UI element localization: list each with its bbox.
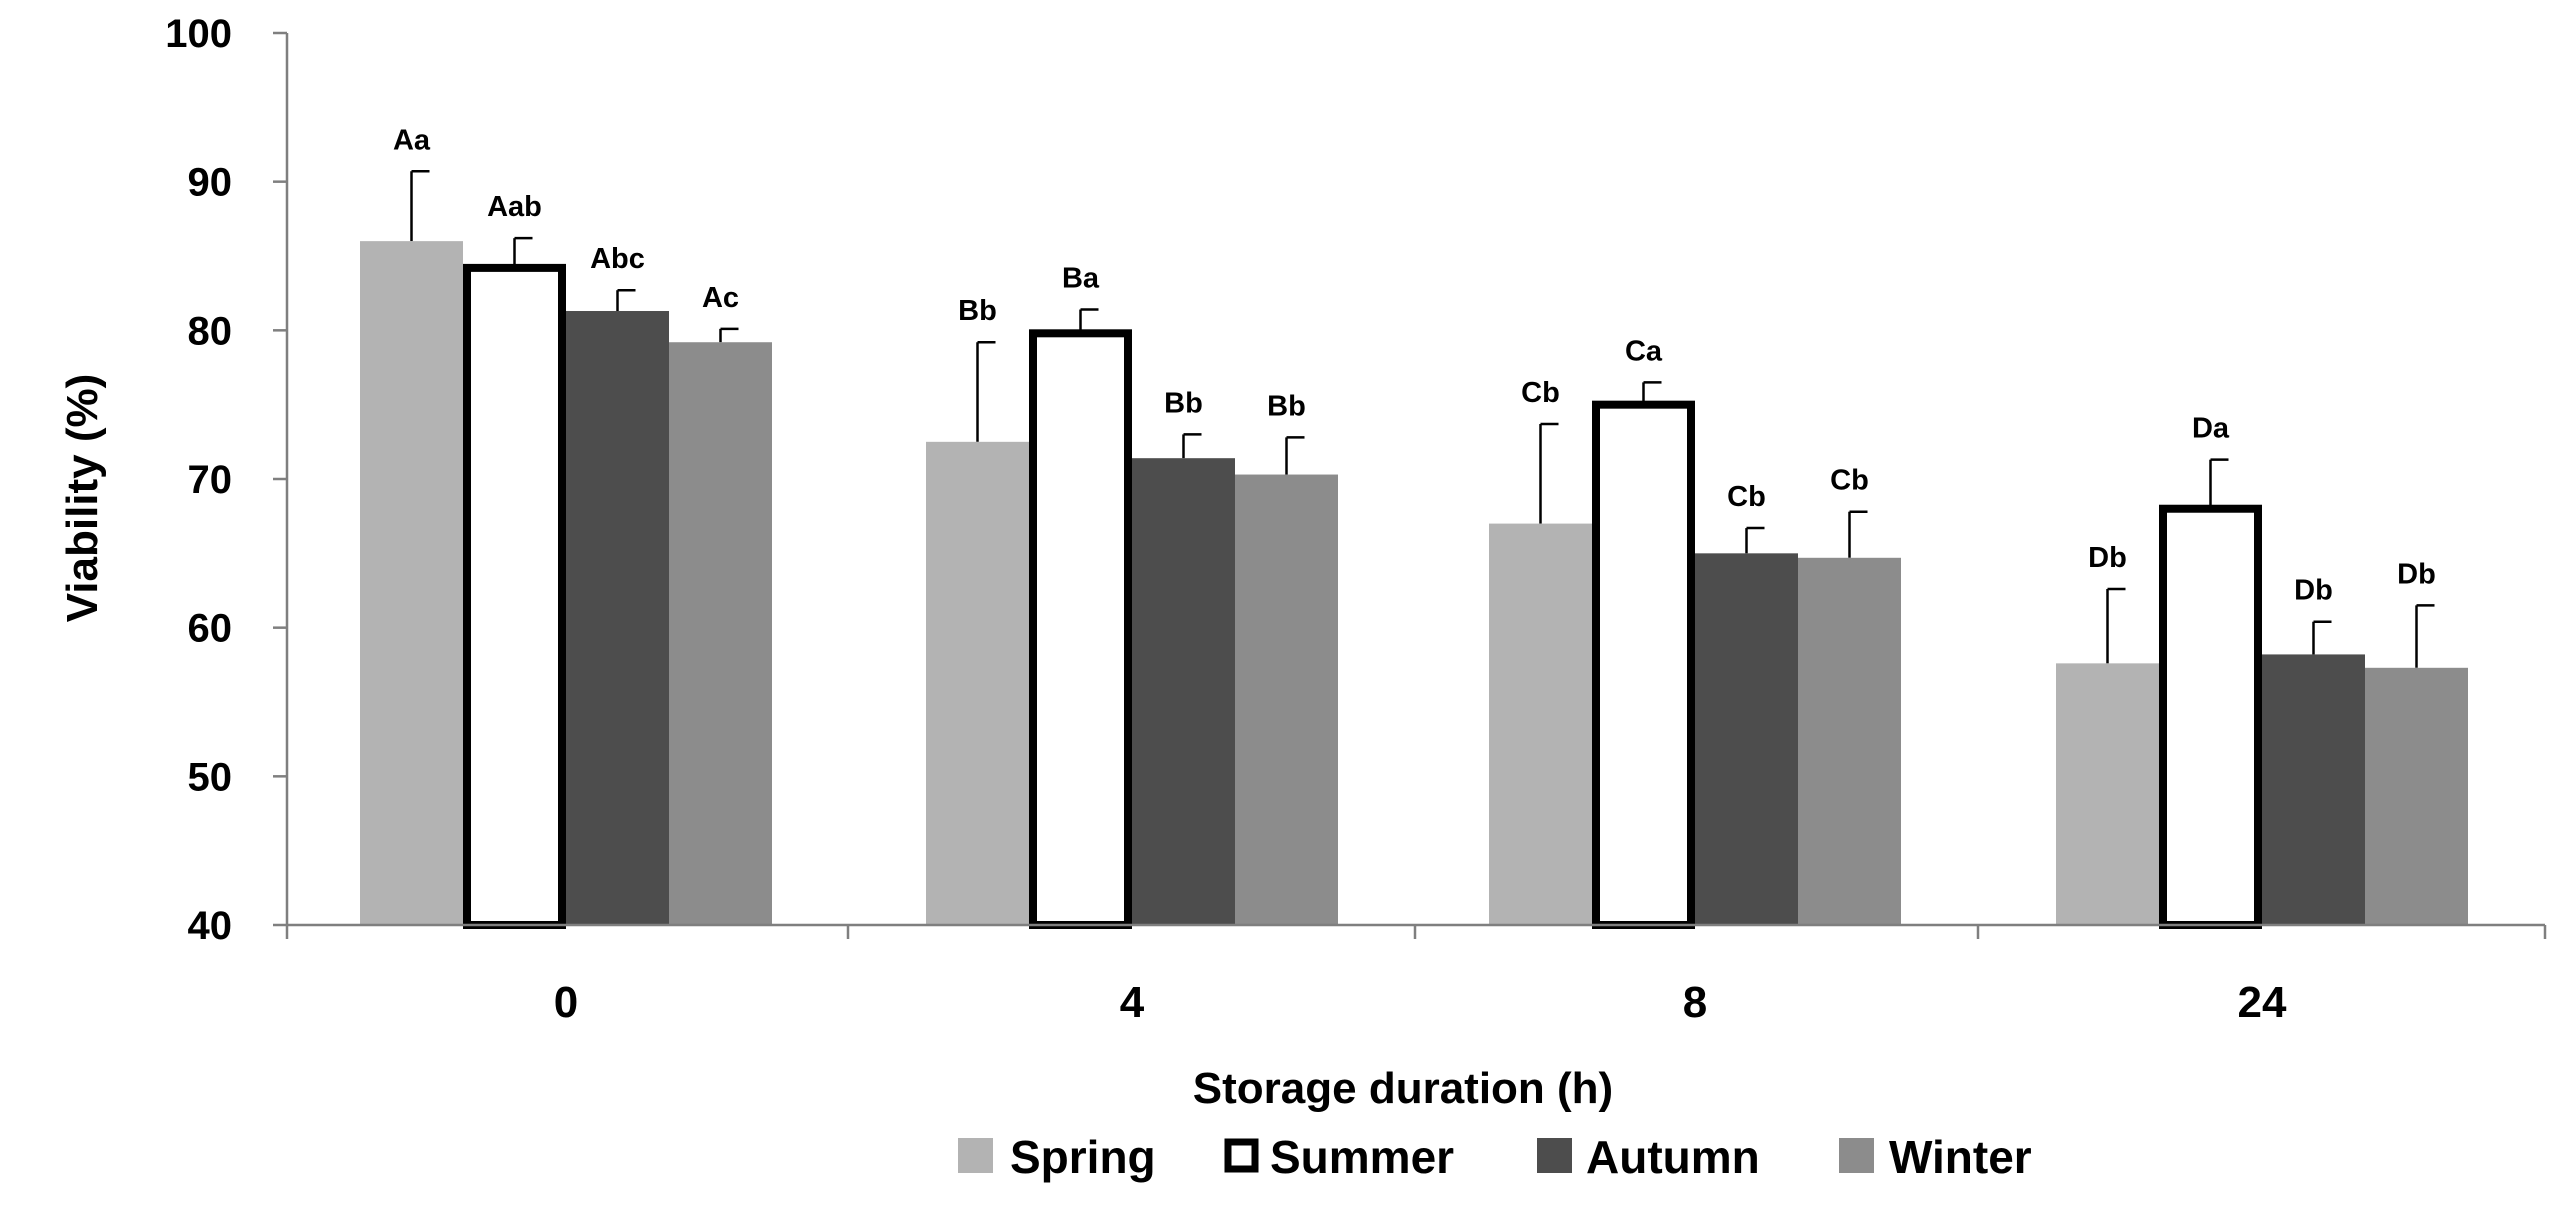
y-tick-label: 60 [188,607,233,651]
significance-label: Ca [1625,335,1663,367]
legend-item-spring: Spring [958,1131,1156,1183]
y-tick-label: 70 [188,458,233,502]
significance-label: Aab [487,191,542,223]
bar-spring [2056,663,2159,925]
significance-label: Ba [1062,263,1100,295]
legend-item-winter: Winter [1839,1131,2032,1183]
significance-label: Bb [1164,387,1203,419]
legend-label: Autumn [1586,1131,1760,1183]
bar-winter [1235,474,1338,925]
bar-autumn [1695,553,1798,925]
bar-autumn [566,311,669,925]
bar-summer [463,263,566,930]
y-axis-title: Viability (%) [58,374,107,623]
bar-autumn [2262,654,2365,925]
legend-label: Spring [1010,1131,1156,1183]
bar-summer [1592,400,1695,929]
bar-winter [2365,667,2468,925]
significance-label: Cb [1830,465,1869,497]
y-tick-label: 90 [188,161,233,205]
significance-label: Cb [1521,377,1560,409]
bar-winter [669,342,772,925]
legend-swatch [1224,1138,1259,1173]
significance-label: Db [2294,575,2333,607]
significance-label: Bb [1267,390,1306,422]
bar-autumn [1132,458,1235,925]
bars-layer [360,170,2468,930]
legend-label: Winter [1889,1131,2032,1183]
bar-spring [1489,523,1592,925]
significance-label: Abc [590,243,645,275]
y-tick-label: 50 [188,755,233,799]
legend-swatch [1537,1138,1572,1173]
bar-spring [360,241,463,926]
x-tick-label: 8 [1683,978,1707,1027]
legend-swatch [958,1138,993,1173]
bar-summer [2159,504,2262,929]
legend-swatch [1839,1138,1874,1173]
significance-label: Cb [1727,481,1766,513]
significance-label: Aa [393,124,431,156]
legend: Spring Summer Autumn Winter [958,1131,2032,1183]
legend-item-autumn: Autumn [1537,1131,1760,1183]
significance-label: Bb [958,295,997,327]
x-tick-label: 24 [2238,978,2287,1027]
axes-layer: 40 50 60 70 80 90 100 0 4 8 24 [165,12,2547,1027]
x-tick-label: 0 [554,978,578,1027]
labels-layer: Aa Bb Cb Db Aab Ba Ca Da Abc Bb Cb Db Ac Bb Cb Db [393,124,2436,606]
bar-winter [1798,557,1901,925]
legend-item-summer: Summer [1224,1131,1454,1183]
significance-label: Ac [702,282,739,314]
y-tick-label: 40 [188,904,233,948]
bar-summer [1029,329,1132,930]
legend-label: Summer [1270,1131,1454,1183]
y-tick-label: 100 [165,12,232,56]
significance-label: Db [2397,558,2436,590]
x-tick-label: 4 [1120,978,1145,1027]
x-axis-title: Storage duration (h) [1193,1064,1613,1113]
y-tick-label: 80 [188,309,233,353]
bar-spring [926,441,1029,925]
significance-label: Da [2192,413,2230,445]
significance-label: Db [2088,542,2127,574]
